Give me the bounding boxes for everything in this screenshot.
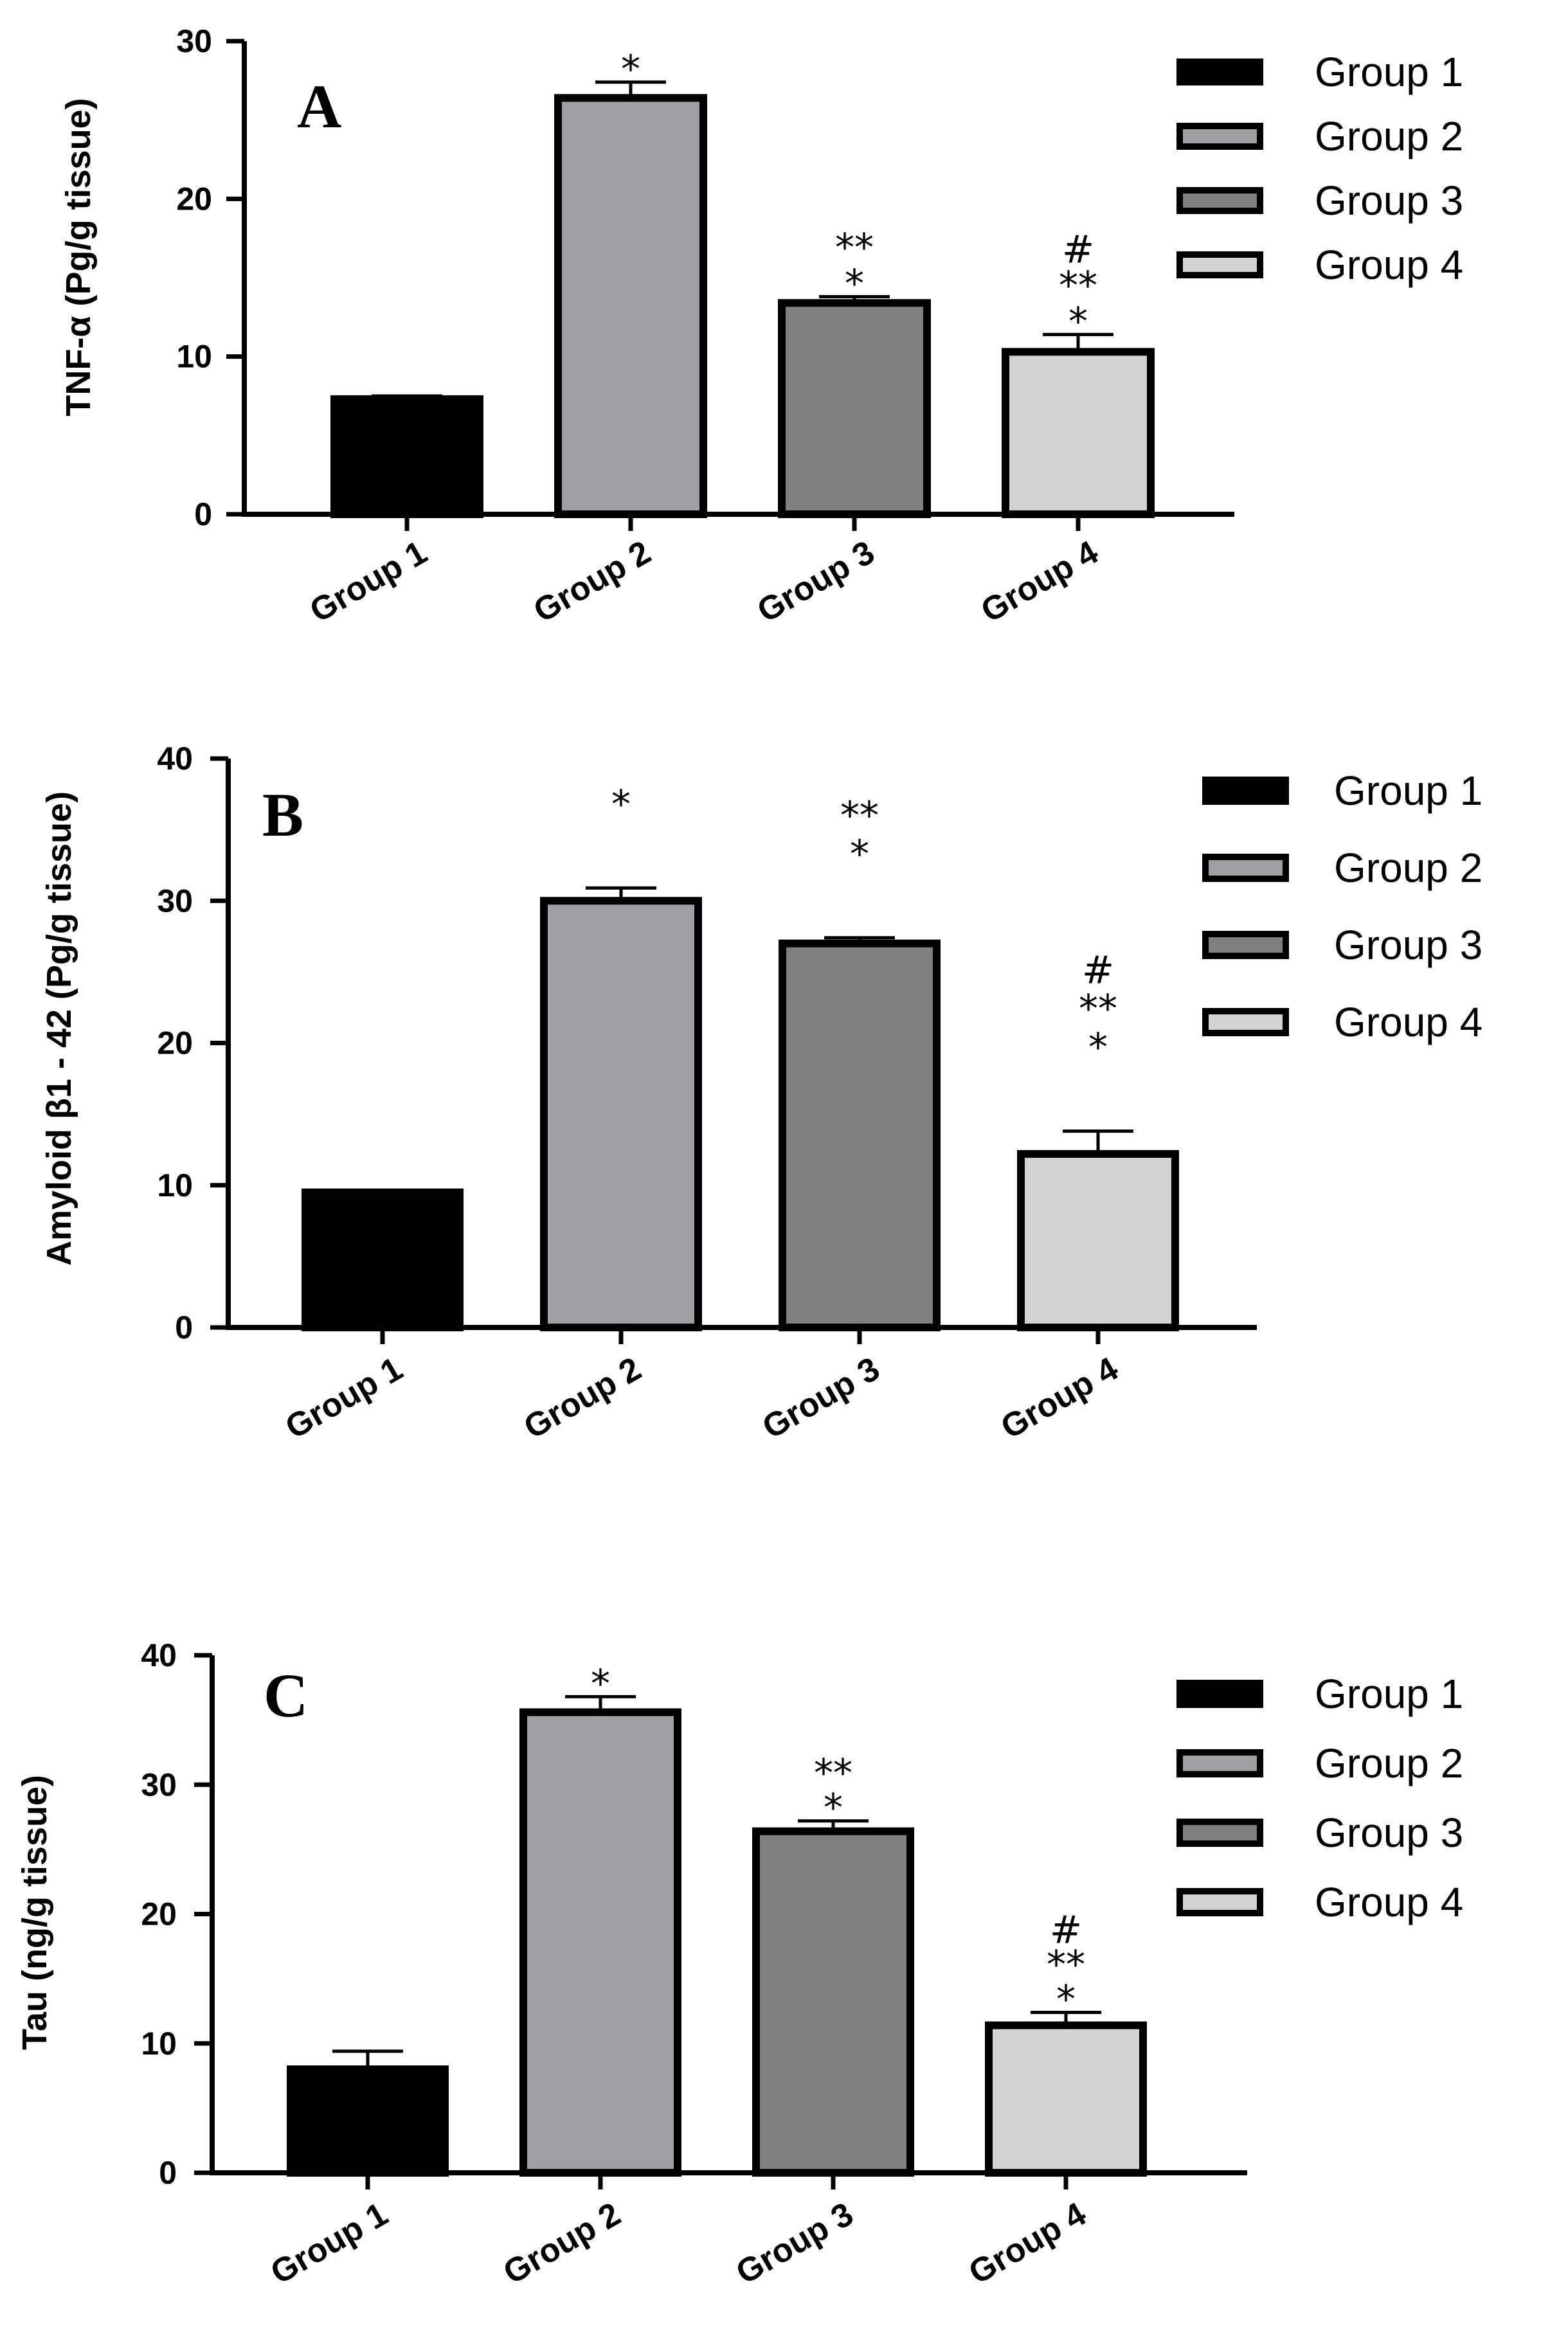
x-tick-label: Group 4 [975,534,1104,630]
panel-label: C [264,1661,308,1730]
x-tick-label: Group 1 [279,1350,409,1446]
y-tick-label: 20 [157,1025,193,1061]
significance-mark: * [611,782,631,827]
x-tick-label: Group 3 [730,2195,860,2292]
significance-mark: ** [1047,1942,1085,1987]
legend-label: Group 3 [1334,922,1482,968]
x-tick-label: Group 4 [995,1350,1124,1446]
legend-swatch [1202,854,1289,882]
y-tick-label: 30 [157,883,193,919]
panel-label: A [297,72,341,141]
significance-mark: ** [814,1751,852,1796]
significance-mark: * [621,47,640,92]
y-tick-label: 10 [176,339,212,375]
y-tick-label: 10 [141,2026,177,2062]
y-tick-label: 0 [175,1309,193,1345]
legend-swatch [1176,58,1263,85]
y-tick-label: 40 [157,741,193,777]
bar [540,897,702,1331]
bar [778,299,931,518]
bar [554,94,707,518]
panel-label: B [262,780,303,849]
x-tick-label: Group 4 [962,2195,1092,2292]
x-tick-label: Group 1 [264,2195,394,2292]
legend-swatch [1176,123,1263,150]
legend-swatch [1176,1888,1263,1916]
significance-mark: * [1056,1977,1076,2022]
bar [330,395,483,519]
x-tick-label: Group 1 [303,534,433,630]
significance-mark: * [591,1661,610,1706]
significance-mark: # [1082,948,1114,993]
panel-a: A TNF-α (Pg/g tissue) 0 10 20 30 Group 1 Grou… [59,23,1463,630]
significance-mark: # [1050,1907,1082,1952]
significance-mark: * [824,1786,843,1831]
y-tick-label: 20 [141,1896,177,1932]
legend-swatch [1176,251,1263,278]
legend-label: Group 3 [1315,177,1463,224]
legend-swatch [1202,777,1289,805]
legend-label: Group 1 [1315,1671,1463,1717]
legend-swatch [1176,1680,1263,1708]
legend-swatch [1202,931,1289,959]
legend-swatch [1202,1008,1289,1036]
significance-mark: * [850,832,869,877]
legend-label: Group 2 [1315,113,1463,159]
bar [1002,348,1155,518]
legend-label: Group 2 [1334,845,1482,891]
significance-mark: ** [1079,987,1117,1032]
legend-label: Group 1 [1334,768,1482,814]
y-tick-label: 30 [141,1767,177,1803]
y-tick-label: 0 [159,2155,177,2191]
y-tick-label: 20 [176,181,212,217]
significance-mark: * [1088,1025,1108,1070]
significance-mark: * [1068,299,1088,344]
legend-label: Group 3 [1315,1810,1463,1856]
x-tick-label: Group 2 [527,534,657,630]
legend-swatch [1176,1749,1263,1777]
y-axis-label: TNF-α (Pg/g tissue) [59,98,98,416]
significance-mark: ** [840,793,879,838]
y-tick-label: 10 [157,1167,193,1203]
significance-mark: ** [835,225,874,270]
bar [1017,1150,1179,1331]
x-tick-label: Group 3 [756,1350,886,1446]
legend-swatch [1176,187,1263,214]
legend-label: Group 4 [1334,999,1482,1045]
bar [287,2065,449,2177]
bar [779,939,941,1331]
y-tick-label: 40 [141,1637,177,1673]
x-tick-label: Group 3 [751,534,881,630]
x-tick-label: Group 2 [497,2195,627,2292]
bar [519,1708,681,2177]
y-tick-label: 0 [194,496,212,532]
significance-mark: * [845,261,864,306]
significance-mark: # [1062,227,1094,272]
y-tick-label: 30 [176,23,212,59]
significance-mark: ** [1059,263,1097,308]
bar [752,1827,914,2177]
panel-c: C Tau (ng/g tissue) 0 10 20 30 40 Group 1 Grou… [15,1637,1463,2292]
x-tick-label: Group 2 [518,1350,647,1446]
legend-label: Group 4 [1315,242,1463,288]
legend-label: Group 4 [1315,1879,1463,1925]
legend-label: Group 1 [1315,49,1463,95]
y-axis-label: Tau (ng/g tissue) [15,1775,54,2050]
bar [302,1188,464,1331]
y-axis-label: Amyloid β1 - 42 (Pg/g tissue) [40,791,78,1266]
legend-label: Group 2 [1315,1740,1463,1786]
panel-b: B Amyloid β1 - 42 (Pg/g tissue) 0 10 20 30 4… [40,741,1482,1446]
bar [985,2021,1147,2177]
legend-swatch [1176,1819,1263,1847]
